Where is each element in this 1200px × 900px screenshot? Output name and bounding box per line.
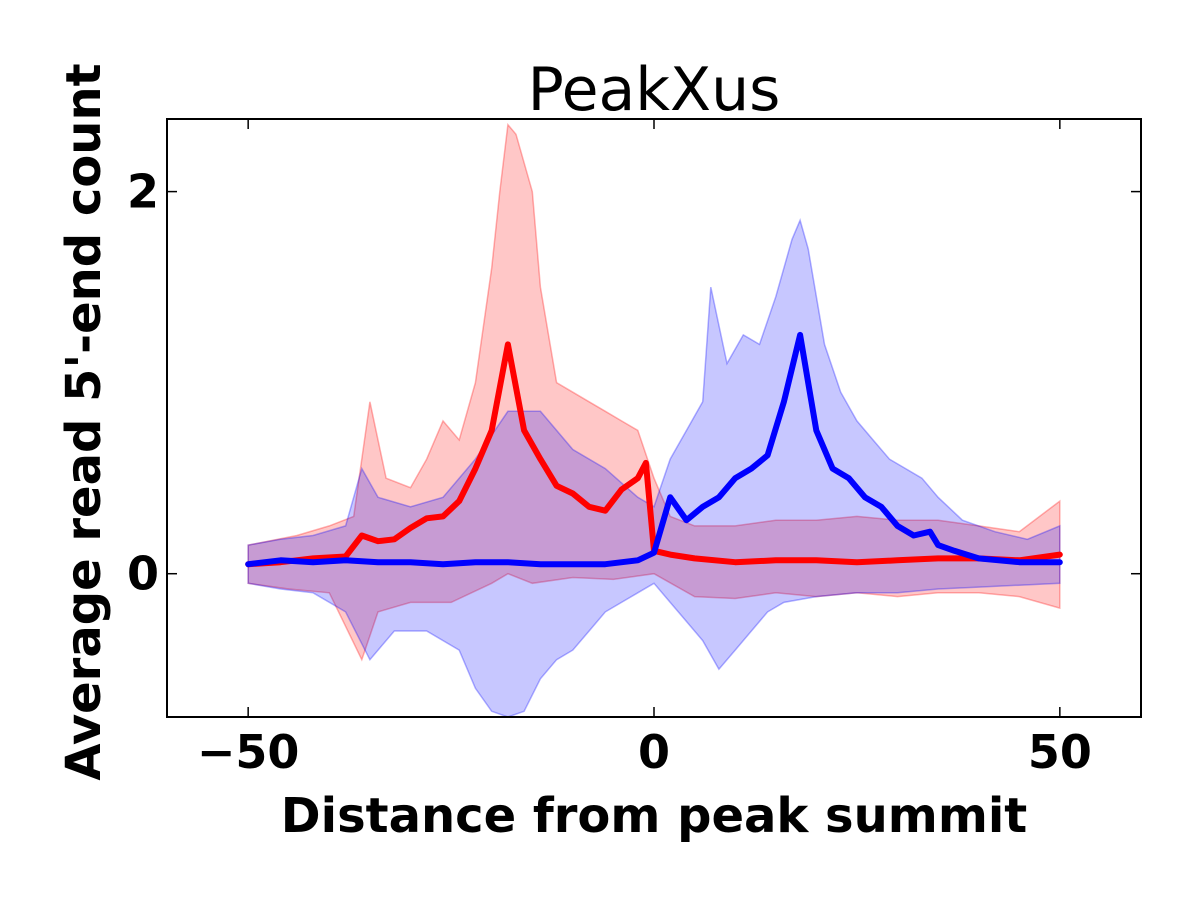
y-axis-label: Average read 5'-end count <box>56 63 112 780</box>
plot-frame <box>166 118 1142 718</box>
x-tick-label: −50 <box>197 725 300 779</box>
axis-ticks: −50 0 50 0 2 <box>127 119 1141 779</box>
series-2-line <box>245 331 1063 568</box>
x-tick-label: 50 <box>1028 725 1092 779</box>
x-tick-label: 0 <box>638 725 670 779</box>
series-lines <box>245 331 1063 568</box>
series-2-band <box>247 218 1061 717</box>
x-axis-label: Distance from peak summit <box>281 788 1027 844</box>
series-1-band <box>247 122 1061 662</box>
y-tick-label: 0 <box>127 547 159 601</box>
confidence-bands <box>247 122 1061 717</box>
series-1-line <box>245 341 1063 568</box>
y-tick-label: 2 <box>127 165 159 219</box>
chart-title: PeakXus <box>528 55 781 125</box>
